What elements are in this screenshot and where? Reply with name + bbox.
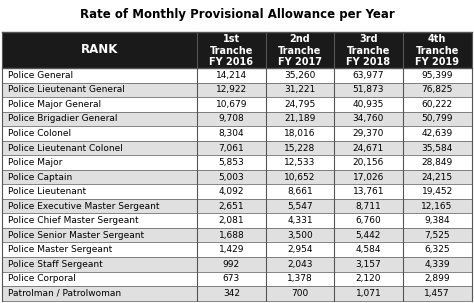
- Text: Police Staff Sergeant: Police Staff Sergeant: [8, 260, 102, 269]
- Text: 4,339: 4,339: [424, 260, 450, 269]
- Text: Police Brigadier General: Police Brigadier General: [8, 115, 117, 124]
- Text: Patrolman / Patrolwoman: Patrolman / Patrolwoman: [8, 289, 121, 298]
- Text: 17,026: 17,026: [353, 173, 384, 181]
- Text: 3rd: 3rd: [359, 34, 378, 44]
- Text: 2,120: 2,120: [356, 274, 381, 283]
- Text: 42,639: 42,639: [421, 129, 453, 138]
- Text: 34,760: 34,760: [353, 115, 384, 124]
- Text: 2,081: 2,081: [219, 216, 244, 225]
- Text: 24,215: 24,215: [421, 173, 453, 181]
- Text: 14,214: 14,214: [216, 71, 247, 80]
- Text: Police Major: Police Major: [8, 158, 62, 167]
- Text: Police Lieutenant: Police Lieutenant: [8, 187, 86, 196]
- Text: 2nd: 2nd: [290, 34, 310, 44]
- Text: 5,547: 5,547: [287, 201, 313, 211]
- Text: 7,525: 7,525: [424, 231, 450, 240]
- Text: 50,799: 50,799: [421, 115, 453, 124]
- Text: FY 2017: FY 2017: [278, 57, 322, 67]
- Text: 18,016: 18,016: [284, 129, 316, 138]
- Text: 1,688: 1,688: [219, 231, 244, 240]
- Text: 29,370: 29,370: [353, 129, 384, 138]
- Text: 2,899: 2,899: [424, 274, 450, 283]
- Text: 992: 992: [223, 260, 240, 269]
- Text: 9,708: 9,708: [219, 115, 244, 124]
- Text: 7,061: 7,061: [219, 144, 244, 152]
- Text: 28,849: 28,849: [421, 158, 453, 167]
- Text: 8,304: 8,304: [219, 129, 244, 138]
- Text: Police Lieutenant General: Police Lieutenant General: [8, 85, 125, 95]
- Text: 4,092: 4,092: [219, 187, 244, 196]
- Text: FY 2016: FY 2016: [210, 57, 254, 67]
- Text: 76,825: 76,825: [421, 85, 453, 95]
- Text: 95,399: 95,399: [421, 71, 453, 80]
- Text: Police Master Sergeant: Police Master Sergeant: [8, 245, 112, 254]
- Text: Tranche: Tranche: [278, 46, 321, 56]
- Text: 5,442: 5,442: [356, 231, 381, 240]
- Text: Rate of Monthly Provisional Allowance per Year: Rate of Monthly Provisional Allowance pe…: [80, 8, 394, 21]
- Text: FY 2018: FY 2018: [346, 57, 391, 67]
- Text: 40,935: 40,935: [353, 100, 384, 109]
- Text: Police Executive Master Sergeant: Police Executive Master Sergeant: [8, 201, 159, 211]
- Text: 24,671: 24,671: [353, 144, 384, 152]
- Text: 9,384: 9,384: [424, 216, 450, 225]
- Text: 19,452: 19,452: [421, 187, 453, 196]
- Text: 2,954: 2,954: [287, 245, 313, 254]
- Text: 5,003: 5,003: [219, 173, 244, 181]
- Text: 1,457: 1,457: [424, 289, 450, 298]
- Text: 1,071: 1,071: [356, 289, 381, 298]
- Text: Police Lieutenant Colonel: Police Lieutenant Colonel: [8, 144, 122, 152]
- Text: 2,651: 2,651: [219, 201, 244, 211]
- Text: 12,165: 12,165: [421, 201, 453, 211]
- Text: 6,325: 6,325: [424, 245, 450, 254]
- Text: Police Senior Master Sergeant: Police Senior Master Sergeant: [8, 231, 144, 240]
- Text: 1st: 1st: [223, 34, 240, 44]
- Text: 1,429: 1,429: [219, 245, 244, 254]
- Text: 3,157: 3,157: [356, 260, 381, 269]
- Text: 4,331: 4,331: [287, 216, 313, 225]
- Text: 24,795: 24,795: [284, 100, 316, 109]
- Text: Police Major General: Police Major General: [8, 100, 100, 109]
- Text: 10,652: 10,652: [284, 173, 316, 181]
- Text: 1,378: 1,378: [287, 274, 313, 283]
- Text: Police Chief Master Sergeant: Police Chief Master Sergeant: [8, 216, 138, 225]
- Text: 10,679: 10,679: [216, 100, 247, 109]
- Text: 6,760: 6,760: [356, 216, 381, 225]
- Text: 31,221: 31,221: [284, 85, 316, 95]
- Text: Tranche: Tranche: [210, 46, 253, 56]
- Text: 8,661: 8,661: [287, 187, 313, 196]
- Text: 342: 342: [223, 289, 240, 298]
- Text: 60,222: 60,222: [421, 100, 453, 109]
- Text: 2,043: 2,043: [287, 260, 313, 269]
- Text: 4th: 4th: [428, 34, 447, 44]
- Text: 15,228: 15,228: [284, 144, 316, 152]
- Text: Police Corporal: Police Corporal: [8, 274, 75, 283]
- Text: 51,873: 51,873: [353, 85, 384, 95]
- Text: 700: 700: [291, 289, 309, 298]
- Text: Police Colonel: Police Colonel: [8, 129, 71, 138]
- Text: RANK: RANK: [81, 43, 118, 56]
- Text: Police Captain: Police Captain: [8, 173, 72, 181]
- Text: 35,260: 35,260: [284, 71, 316, 80]
- Text: 12,922: 12,922: [216, 85, 247, 95]
- Text: Tranche: Tranche: [415, 46, 459, 56]
- Text: 35,584: 35,584: [421, 144, 453, 152]
- Text: FY 2019: FY 2019: [415, 57, 459, 67]
- Text: 21,189: 21,189: [284, 115, 316, 124]
- Text: 673: 673: [223, 274, 240, 283]
- Text: 12,533: 12,533: [284, 158, 316, 167]
- Text: 4,584: 4,584: [356, 245, 381, 254]
- Text: 8,711: 8,711: [356, 201, 381, 211]
- Text: Tranche: Tranche: [346, 46, 390, 56]
- Text: 63,977: 63,977: [353, 71, 384, 80]
- Text: 5,853: 5,853: [219, 158, 244, 167]
- Text: 3,500: 3,500: [287, 231, 313, 240]
- Text: 20,156: 20,156: [353, 158, 384, 167]
- Text: Police General: Police General: [8, 71, 73, 80]
- Text: 13,761: 13,761: [353, 187, 384, 196]
